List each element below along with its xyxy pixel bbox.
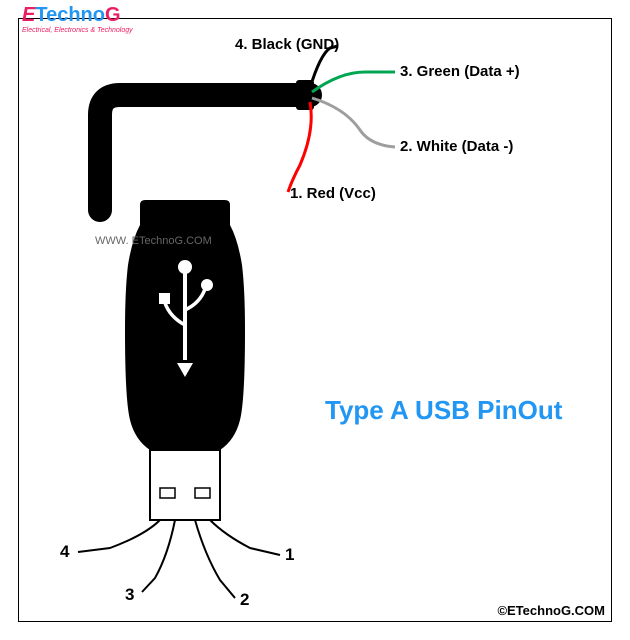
usb-diagram xyxy=(0,0,630,640)
pin-number-2: 2 xyxy=(240,590,249,610)
logo-techno: Techno xyxy=(35,4,105,26)
pin-number-3: 3 xyxy=(125,585,134,605)
wire-label-red: 1. Red (Vcc) xyxy=(290,185,376,202)
brand-logo: ETechnoG Electrical, Electronics & Techn… xyxy=(22,4,133,34)
logo-subtitle: Electrical, Electronics & Technology xyxy=(22,27,133,34)
logo-letter-e: E xyxy=(22,4,35,26)
wire-label-black: 4. Black (GND) xyxy=(235,36,339,53)
pin-number-4: 4 xyxy=(60,542,69,562)
wire-label-white: 2. White (Data -) xyxy=(400,138,513,155)
copyright-text: ©ETechnoG.COM xyxy=(497,603,605,618)
logo-letter-g: G xyxy=(105,4,121,26)
watermark-text: WWW. ETechnoG.COM xyxy=(95,235,212,247)
diagram-title: Type A USB PinOut xyxy=(325,395,562,426)
pin-number-1: 1 xyxy=(285,545,294,565)
wire-label-green: 3. Green (Data +) xyxy=(400,63,520,80)
